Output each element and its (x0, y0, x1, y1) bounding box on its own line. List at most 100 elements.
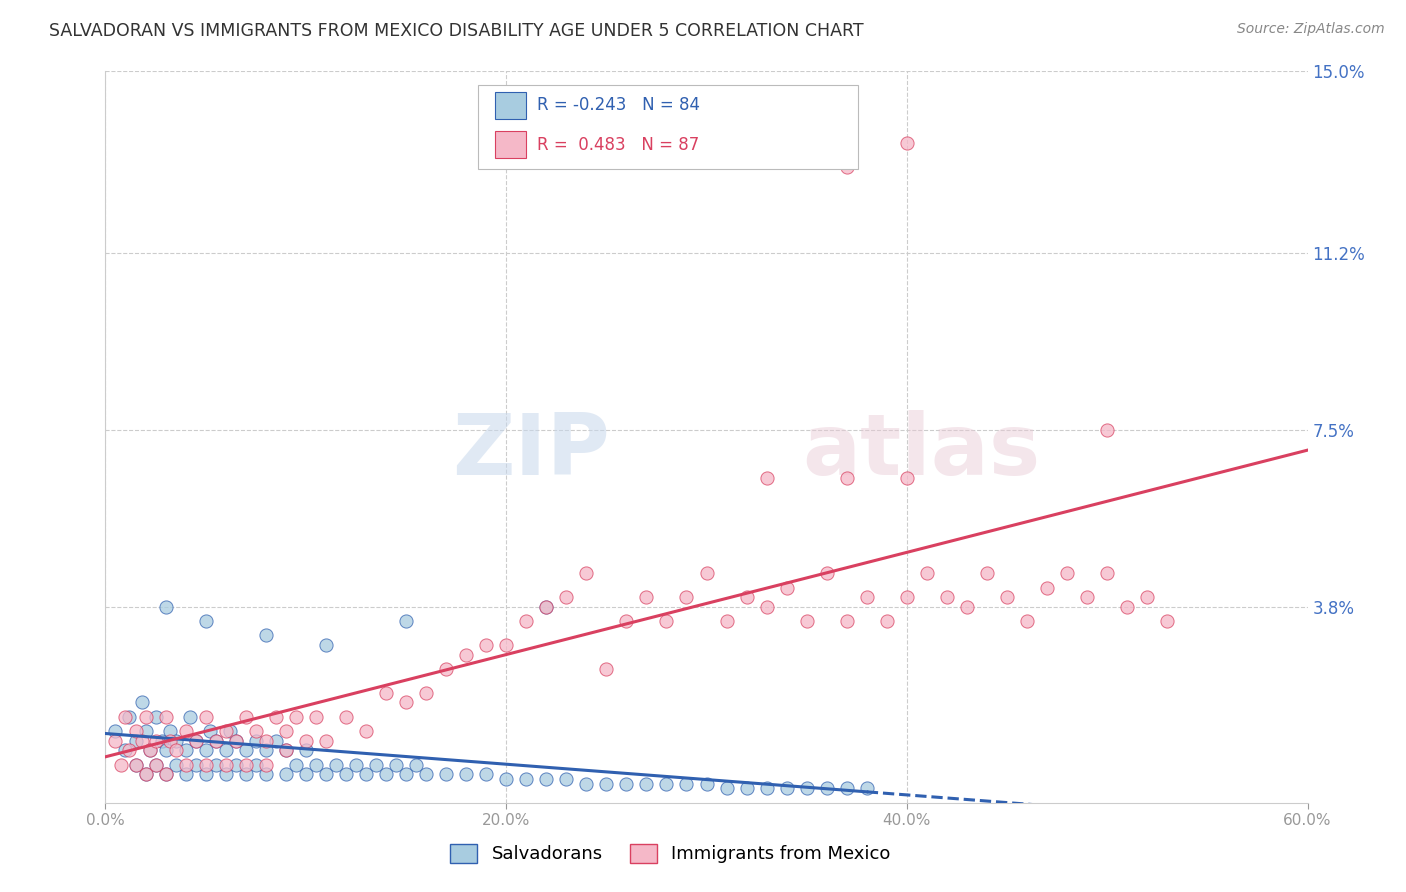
Point (174, 743, 197, 757)
Point (995, 591, 1018, 605)
Point (155, 599, 177, 614)
Point (696, 566, 718, 581)
Point (575, 566, 598, 581)
Point (245, 733, 267, 747)
Point (335, 767, 357, 781)
Text: ZIP: ZIP (453, 410, 610, 493)
Point (936, 591, 959, 605)
Point (254, 733, 277, 747)
Text: SALVADORAN VS IMMIGRANTS FROM MEXICO DISABILITY AGE UNDER 5 CORRELATION CHART: SALVADORAN VS IMMIGRANTS FROM MEXICO DIS… (49, 22, 863, 40)
Point (274, 743, 297, 757)
Point (118, 710, 141, 724)
Point (150, 733, 173, 747)
Point (124, 757, 146, 772)
Point (675, 591, 697, 605)
Point (915, 566, 938, 581)
Point (145, 757, 167, 772)
Point (194, 743, 217, 757)
Point (1015, 614, 1038, 628)
Point (295, 733, 318, 747)
Point (194, 767, 217, 781)
Point (274, 724, 297, 739)
Point (595, 662, 617, 676)
Point (225, 733, 247, 747)
Point (395, 767, 418, 781)
Point (616, 777, 638, 791)
Point (515, 614, 537, 628)
Point (235, 757, 257, 772)
Point (135, 767, 157, 781)
Point (274, 767, 297, 781)
Point (1076, 591, 1098, 605)
Point (896, 136, 918, 150)
Point (855, 781, 877, 796)
Point (716, 614, 738, 628)
Point (235, 743, 257, 757)
Point (131, 733, 153, 747)
Point (135, 710, 157, 724)
Point (145, 710, 167, 724)
Point (235, 710, 257, 724)
Point (534, 772, 557, 786)
Point (855, 591, 877, 605)
Point (194, 757, 217, 772)
Point (755, 599, 778, 614)
Point (155, 767, 177, 781)
Point (159, 724, 181, 739)
Point (796, 614, 818, 628)
Point (214, 767, 236, 781)
Point (254, 757, 277, 772)
Point (204, 733, 226, 747)
Point (155, 767, 177, 781)
Point (225, 757, 247, 772)
Point (364, 757, 387, 772)
Point (1156, 614, 1178, 628)
Point (1097, 566, 1119, 581)
Point (495, 638, 517, 652)
Point (755, 150, 778, 164)
Point (475, 767, 498, 781)
Point (835, 471, 858, 485)
Point (374, 686, 398, 700)
Point (1097, 423, 1119, 437)
Point (245, 757, 267, 772)
Point (374, 767, 398, 781)
Point (716, 781, 738, 796)
Point (755, 781, 778, 796)
Point (636, 777, 658, 791)
Point (555, 591, 578, 605)
Point (204, 733, 226, 747)
Point (184, 757, 207, 772)
Point (815, 566, 838, 581)
Point (555, 772, 578, 786)
Point (325, 757, 347, 772)
Point (174, 767, 197, 781)
Point (434, 662, 457, 676)
Point (835, 781, 858, 796)
Point (135, 767, 157, 781)
Point (595, 777, 617, 791)
Point (395, 695, 418, 709)
Point (145, 733, 167, 747)
Point (194, 710, 217, 724)
Point (835, 160, 858, 174)
Point (214, 743, 236, 757)
Point (956, 599, 979, 614)
Point (315, 733, 337, 747)
Point (835, 614, 858, 628)
Point (214, 724, 236, 739)
Point (415, 767, 437, 781)
Point (675, 777, 697, 791)
Point (434, 767, 457, 781)
Point (264, 710, 287, 724)
Point (976, 566, 998, 581)
Point (776, 581, 799, 595)
Point (696, 777, 718, 791)
Point (114, 743, 136, 757)
Point (159, 733, 181, 747)
Point (179, 710, 201, 724)
Point (534, 599, 557, 614)
Point (254, 743, 277, 757)
Point (184, 733, 207, 747)
Point (174, 757, 197, 772)
